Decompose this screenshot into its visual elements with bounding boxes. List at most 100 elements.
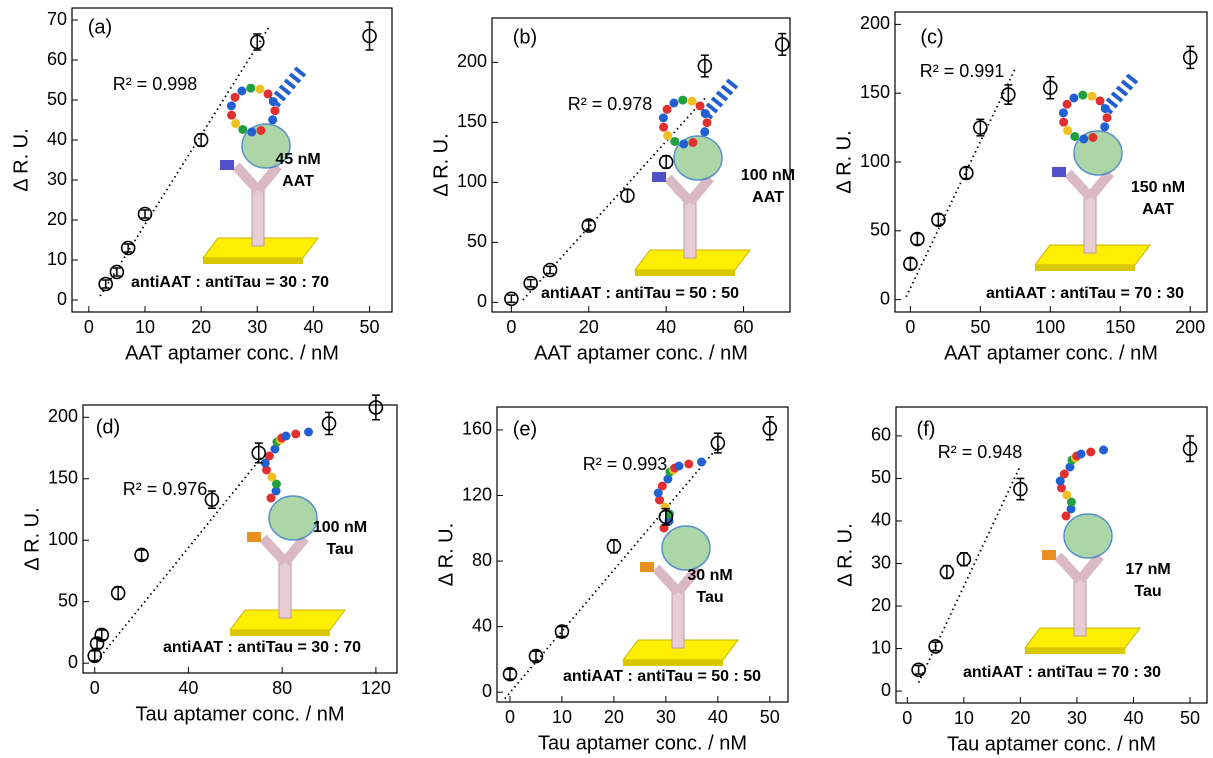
- antibody-stem: [278, 559, 292, 619]
- antibody-stem: [1083, 194, 1097, 254]
- data-point: [762, 421, 778, 436]
- aptamer-base: [1058, 108, 1068, 118]
- data-point: [1013, 481, 1028, 497]
- aptamer-base: [260, 458, 270, 468]
- y-tick-label: 100: [48, 529, 78, 549]
- panel-label: (a): [88, 16, 112, 38]
- aptamer-base: [1102, 113, 1112, 123]
- data-point: [903, 256, 918, 272]
- x-tick-label: 0: [90, 678, 100, 698]
- y-axis-label: Δ R. U.: [834, 523, 856, 586]
- aptamer-base: [237, 86, 247, 96]
- y-tick-label: 20: [871, 595, 891, 615]
- y-tick-label: 200: [48, 406, 78, 426]
- aptamer-base: [1069, 93, 1079, 103]
- aptamer-base: [657, 481, 667, 491]
- y-axis-label: Δ R. U.: [833, 130, 855, 193]
- y-tick-label: 100: [457, 171, 487, 191]
- data-point: [137, 206, 153, 222]
- ratio: antiAAT : antiTau = 70 : 30: [963, 664, 1161, 681]
- x-tick-label: 40: [708, 707, 728, 727]
- panel-label: (f): [917, 418, 936, 440]
- aptamer-base: [658, 113, 668, 123]
- data-point: [606, 539, 622, 554]
- aptamer-base: [270, 106, 280, 116]
- protein: [661, 525, 711, 571]
- x-tick-label: 10: [954, 708, 974, 728]
- concentration: 150 nM: [1131, 179, 1185, 196]
- antibody-stem: [671, 589, 685, 649]
- antibody-tip: [652, 172, 666, 182]
- data-point: [251, 445, 267, 461]
- x-tick-label: 50: [970, 317, 990, 337]
- aptamer-base: [688, 138, 698, 148]
- y-tick-label: 40: [47, 129, 67, 149]
- aptamer-stem: [1100, 103, 1114, 115]
- protein: [268, 495, 318, 541]
- aptamer-stem: [715, 90, 729, 102]
- aptamer-base: [255, 84, 265, 94]
- y-tick-label: 120: [462, 484, 492, 504]
- data-point: [204, 492, 220, 507]
- antibody-tip: [1052, 167, 1066, 177]
- aptamer-base: [270, 444, 280, 454]
- data-point: [368, 400, 384, 415]
- aptamer-stem: [1110, 91, 1124, 103]
- data-point: [120, 240, 136, 256]
- x-tick-label: 80: [272, 678, 292, 698]
- y-tick-label: 50: [870, 220, 890, 240]
- x-axis-label: Tau aptamer conc. / nM: [538, 732, 747, 754]
- aptamer-stem: [293, 66, 307, 78]
- data-point: [134, 547, 149, 563]
- illustration: [1024, 445, 1141, 654]
- y-tick-label: 70: [47, 9, 67, 29]
- y-axis-label: Δ R. U.: [435, 523, 457, 586]
- aptamer-base: [695, 101, 705, 111]
- aptamer-base: [1055, 476, 1065, 486]
- antibody-arm: [254, 162, 282, 194]
- y-tick-label: 0: [482, 681, 492, 701]
- data-point: [710, 435, 726, 451]
- aptamer-base: [271, 479, 281, 489]
- x-tick-label: 40: [1123, 708, 1143, 728]
- x-axis-label: AAT aptamer conc. / nM: [534, 342, 748, 364]
- y-tick-label: 50: [58, 590, 78, 610]
- aptamer-base: [679, 139, 689, 149]
- aptamer-base: [1070, 131, 1080, 141]
- y-tick-label: 10: [47, 249, 67, 269]
- aptamer-base: [697, 457, 707, 467]
- aptamer-base: [1059, 117, 1069, 127]
- aptamer-stem: [1115, 85, 1129, 97]
- x-tick-label: 50: [360, 317, 380, 337]
- antibody-arm: [1076, 552, 1104, 584]
- gold-surface-edge: [635, 270, 735, 276]
- illustration: [622, 457, 739, 666]
- r-squared: R² = 0.993: [583, 454, 668, 474]
- data-point: [109, 264, 125, 280]
- antibody-arm: [232, 162, 262, 194]
- y-tick-label: 0: [880, 288, 890, 308]
- aptamer-base: [1087, 91, 1097, 101]
- data-point: [321, 416, 337, 431]
- antibody-arm: [281, 534, 309, 566]
- aptamer-base: [1079, 134, 1089, 144]
- ratio: antiAAT : antiTau = 30 : 70: [163, 639, 361, 656]
- data-point: [959, 165, 974, 181]
- aptamer-base: [1056, 483, 1066, 493]
- aptamer-base: [663, 474, 673, 484]
- data-point: [542, 262, 558, 278]
- panel-label: (b): [513, 26, 537, 48]
- aptamer-stem: [273, 90, 287, 102]
- ratio: antiAAT : antiTau = 50 : 50: [541, 285, 739, 302]
- y-tick-label: 0: [68, 652, 78, 672]
- plot-frame: [496, 406, 789, 703]
- aptamer-stem: [710, 96, 724, 108]
- y-tick-label: 150: [457, 111, 487, 131]
- y-tick-label: 30: [871, 552, 891, 572]
- x-axis-label: Tau aptamer conc. / nM: [947, 733, 1156, 755]
- data-point: [939, 564, 955, 580]
- x-tick-label: 150: [1105, 317, 1135, 337]
- data-point: [110, 585, 126, 601]
- antibody-stem: [1073, 577, 1087, 637]
- aptamer-stem: [288, 72, 302, 84]
